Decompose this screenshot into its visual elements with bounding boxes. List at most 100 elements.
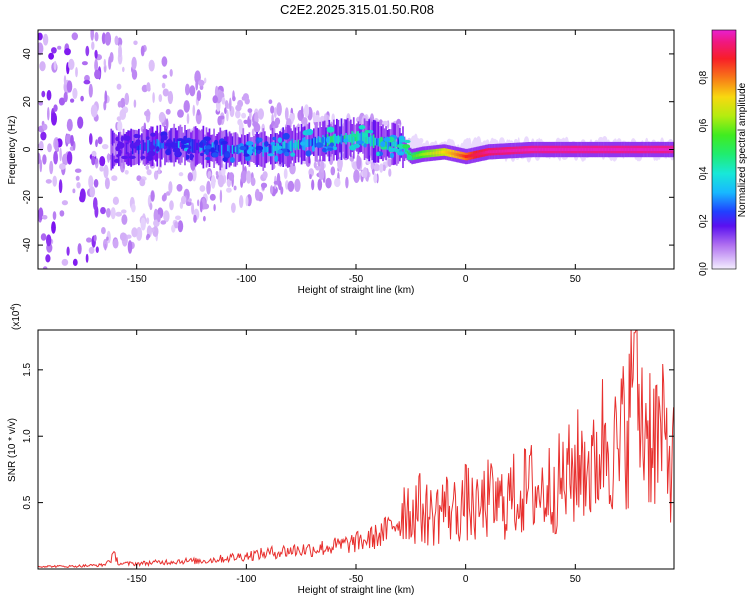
spectrogram-ridge-peak <box>486 150 489 154</box>
spectrogram-ridge-peak <box>498 149 501 153</box>
spectrogram-noise-cell <box>94 58 98 73</box>
spectrogram-noise-cell <box>203 215 206 222</box>
spectrogram-ridge-peak <box>630 148 633 151</box>
spectrogram-noise-cell <box>226 187 232 193</box>
spectrogram-ridge-peak <box>653 148 656 151</box>
snr-scale-note: (x104) <box>10 303 22 330</box>
spectrogram-ridge-peak <box>455 153 458 156</box>
spectrogram-noise-cell <box>239 195 244 208</box>
spectrogram-noise-cell <box>120 97 126 109</box>
spectrogram-ridge-core <box>308 139 311 147</box>
spectrogram-noise-cell <box>85 45 90 57</box>
spectrogram-noise-cell <box>100 207 106 215</box>
spectrogram-ridge-blob <box>257 137 263 143</box>
spectrogram-ridge-core <box>224 142 226 157</box>
spectrogram-ridge-core <box>342 135 344 143</box>
spectrogram-noise-cell <box>382 164 386 172</box>
spectrogram-ridge-core <box>220 142 223 156</box>
spectrogram-noise-cell <box>119 232 127 241</box>
spectrogram-ridge-core <box>158 140 160 152</box>
spectrogram-noise-cell <box>38 152 41 165</box>
spectrogram-ridge-peak <box>575 148 578 151</box>
spectrogram-ridge-peak <box>629 148 632 151</box>
spectrogram-ridge-core <box>125 142 128 154</box>
snr-y-tick-label: 1.5 <box>22 362 33 376</box>
spectrogram-noise-cell <box>122 66 125 73</box>
spectrogram-ridge-peak <box>529 148 532 152</box>
spectrogram-ridge-core <box>372 134 375 148</box>
spectrogram-ridge-blob <box>277 145 283 150</box>
spectrogram-noise-cell <box>168 181 173 194</box>
spectrogram-ridge-blob <box>397 151 405 156</box>
spectrogram-ridge-core <box>314 136 317 148</box>
spectrogram-ridge-blob <box>383 137 391 142</box>
spectrogram-noise-cell <box>152 92 155 104</box>
spectrogram-noise-cell <box>90 30 94 41</box>
spectrogram-ridge-peak <box>445 150 447 154</box>
colorbar-tick-label: 0.2 <box>698 214 709 228</box>
spectrogram-noise-cell <box>146 217 150 225</box>
spectrogram-noise-cell <box>48 52 54 60</box>
spectrogram-noise-cell <box>95 246 99 253</box>
spectrogram-ridge-peak <box>485 151 487 154</box>
spectrogram-ridge-blob <box>380 141 386 148</box>
spectrogram-noise-cell <box>197 199 200 207</box>
spectrogram-noise-cell <box>102 277 108 286</box>
spectrogram-ridge-core <box>389 137 392 151</box>
spectrogram-noise-cell <box>161 56 168 67</box>
spectrogram-noise-cell <box>45 179 52 184</box>
spectrogram-ridge-peak <box>594 148 596 151</box>
spectrogram-noise-cell <box>185 83 190 96</box>
spectrogram-ridge-blob <box>150 132 156 137</box>
spectrogram-noise-cell <box>325 177 332 189</box>
spectrogram-noise-cell <box>176 184 183 192</box>
spectrogram-ridge-peak <box>458 153 461 157</box>
spectrogram-ridge-core <box>190 139 192 152</box>
spectrogram-noise-cell <box>387 158 392 167</box>
spectrogram-ridge-peak <box>414 154 417 158</box>
spectrogram-ridge-core <box>236 144 239 154</box>
spectrogram-noise-cell <box>88 83 93 98</box>
spectrogram-ridge-core <box>227 144 229 155</box>
spectrogram-ridge-core <box>270 145 272 153</box>
spectrogram-ridge-peak <box>610 148 613 151</box>
spectrogram-ridge-core <box>136 143 139 151</box>
spectrogram-ridge-peak <box>512 149 515 152</box>
spectrogram-ridge-core <box>323 137 326 146</box>
spectrogram-ridge-peak <box>454 152 457 156</box>
spectrogram-noise-cell <box>66 246 70 256</box>
spectrogram-marks <box>38 30 674 286</box>
spectrogram-ridge-blob <box>264 141 269 147</box>
spectrogram-noise-cell <box>330 166 336 176</box>
spectrogram-noise-cell <box>94 31 99 42</box>
spectrogram-ridge-core <box>233 145 235 154</box>
spectrogram-noise-cell <box>270 105 275 114</box>
spectrogram-ridge-peak <box>422 152 424 156</box>
spectrogram-ridge-core <box>391 140 394 147</box>
spectrogram-noise-cell <box>219 189 223 203</box>
spectrogram-noise-cell <box>250 177 256 187</box>
spectrogram-ridge-blob <box>300 141 306 146</box>
spectrogram-noise-cell <box>74 168 82 173</box>
spectrogram-noise-cell <box>158 111 166 123</box>
spectrogram-noise-cell <box>161 82 166 89</box>
spectrogram-ridge-core <box>339 136 341 143</box>
spectrogram-ridge-peak <box>466 155 469 158</box>
spectrogram-ridge-blob <box>222 157 228 162</box>
spectrogram-ridge-blob <box>282 132 290 140</box>
spectrogram-noise-cell <box>101 32 106 45</box>
spectrogram-noise-cell <box>117 120 123 132</box>
spectrogram-noise-cell <box>189 85 196 97</box>
spectrogram-noise-cell <box>148 59 155 72</box>
snr-y-axis-label: SNR (10 * v/v) <box>7 418 18 482</box>
spectrogram-ridge-blob <box>205 156 211 161</box>
spectrogram-ridge-core <box>333 134 335 146</box>
snr-x-tick-label: 0 <box>463 574 469 585</box>
spectrogram-noise-cell <box>345 176 349 189</box>
spectrogram-ridge-peak <box>537 148 539 151</box>
spectrogram-noise-cell <box>64 48 71 56</box>
spectrogram-ridge-blob <box>402 144 411 149</box>
spectrogram-ridge-peak <box>647 148 650 151</box>
spectrogram-y-tick-label: -20 <box>22 190 33 205</box>
spectrogram-noise-cell <box>99 165 104 172</box>
